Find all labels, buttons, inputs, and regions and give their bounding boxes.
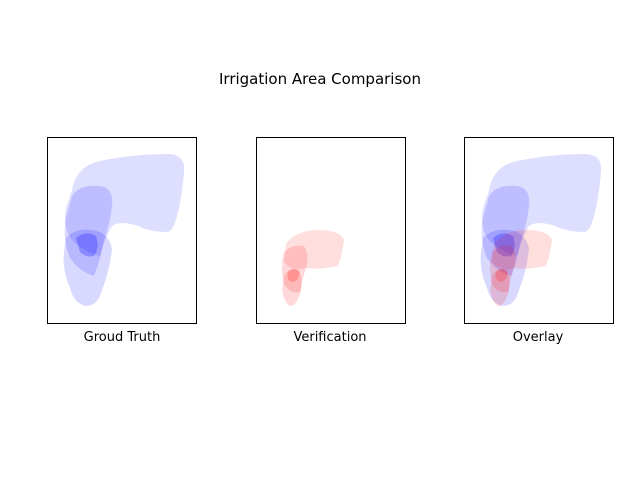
panel-ground-truth: Groud Truth <box>47 137 197 345</box>
panel-frame <box>47 137 197 324</box>
panel-label-ground-truth: Groud Truth <box>84 330 161 345</box>
panel-label-overlay: Overlay <box>513 330 564 345</box>
chart-title: Irrigation Area Comparison <box>219 70 421 88</box>
panel-label-verification: Verification <box>293 330 366 345</box>
ground-truth-areas <box>63 154 185 306</box>
panel-overlay: Overlay <box>464 137 614 345</box>
panel-verification: Verification <box>256 137 406 345</box>
verification-areas <box>282 230 344 306</box>
overlay-verification-areas <box>490 230 552 306</box>
panel-frame <box>256 137 406 324</box>
panel-frame <box>464 137 614 324</box>
